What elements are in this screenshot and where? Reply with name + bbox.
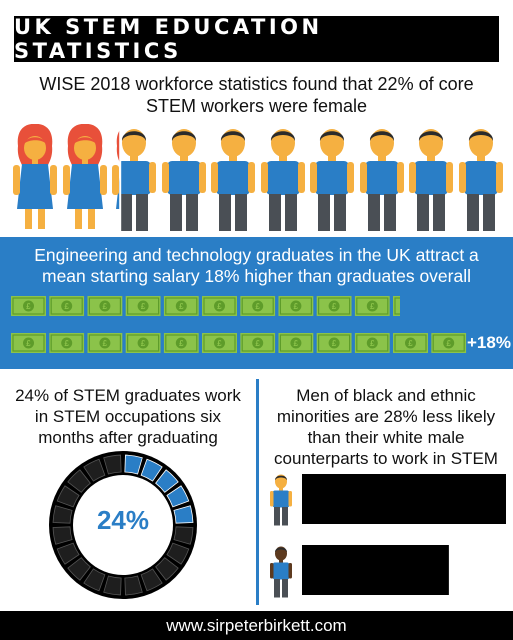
black-male-icon xyxy=(270,546,292,598)
banknote-rows: £ £ £ £ £ £ £ £ £ £ £ £ £ £ £ £ £ £ £ £ £ £ £ xyxy=(11,296,467,353)
banknote-icon: £ xyxy=(87,296,123,316)
split-worker-icon xyxy=(112,124,156,231)
male-worker-icon xyxy=(260,129,305,231)
banknote-icon: £ xyxy=(163,296,199,316)
white-male-bar xyxy=(302,474,506,524)
gender-fact-text: WISE 2018 workforce statistics found tha… xyxy=(39,74,474,116)
svg-text:£: £ xyxy=(332,339,337,348)
male-worker-icon xyxy=(211,129,255,231)
bame-male-bar xyxy=(302,545,449,595)
svg-text:£: £ xyxy=(370,339,375,348)
donut-segment-empty xyxy=(83,568,106,592)
donut-segment-empty xyxy=(67,469,91,493)
donut-segment-empty xyxy=(173,526,194,545)
female-worker-icon xyxy=(13,124,57,229)
svg-text:£: £ xyxy=(64,302,69,311)
column-divider xyxy=(256,379,259,605)
banknote-icon: £ xyxy=(354,333,390,353)
page-title: UK STEM EDUCATION STATISTICS xyxy=(14,15,323,63)
banknote-icon: £ xyxy=(354,296,390,316)
svg-text:£: £ xyxy=(294,339,299,348)
salary-difference-label: +18% xyxy=(467,333,511,352)
banknote-icon: £ xyxy=(431,333,467,353)
donut-segment-empty xyxy=(166,542,190,565)
banknote-icon: £ xyxy=(125,333,161,353)
donut-segment-empty xyxy=(56,542,80,565)
donut-segment-empty xyxy=(155,557,179,581)
banknote-icon: £ xyxy=(278,333,314,353)
banknote-icon: £ xyxy=(278,296,314,316)
male-worker-icon xyxy=(458,129,503,231)
banknote-icon: £ xyxy=(202,296,237,316)
svg-text:£: £ xyxy=(26,339,31,348)
salary-fact-text: Engineering and technology graduates in … xyxy=(34,245,479,286)
donut-segment-filled xyxy=(166,485,190,508)
banknote-icon: £ xyxy=(202,333,237,353)
banknote-icon: £ xyxy=(393,296,413,316)
svg-text:£: £ xyxy=(255,339,260,348)
ethnicity-fact-text: Men of black and ethnic minorities are 2… xyxy=(274,386,498,468)
footer-bar: www.sirpeterbirkett.com xyxy=(0,611,513,640)
male-worker-icon xyxy=(409,129,453,231)
banknote-icon: £ xyxy=(11,333,46,353)
donut-segment-filled xyxy=(155,469,179,493)
occupation-fact-text: 24% of STEM graduates work in STEM occup… xyxy=(15,386,241,447)
svg-text:£: £ xyxy=(370,302,375,311)
white-male-icon xyxy=(270,474,292,526)
svg-text:£: £ xyxy=(26,302,31,311)
donut-segment-empty xyxy=(83,458,106,482)
svg-text:£: £ xyxy=(179,339,184,348)
donut-segment-empty xyxy=(56,485,80,508)
donut-segment-filled xyxy=(124,454,143,475)
svg-text:£: £ xyxy=(294,302,299,311)
banknote-icon: £ xyxy=(49,296,85,316)
svg-text:£: £ xyxy=(255,302,260,311)
svg-text:£: £ xyxy=(103,302,108,311)
donut-segment-empty xyxy=(103,575,122,596)
svg-text:£: £ xyxy=(332,302,337,311)
svg-text:£: £ xyxy=(408,339,413,348)
banknote-icon: £ xyxy=(11,296,46,316)
donut-segment-empty xyxy=(67,557,91,581)
banknote-icon: £ xyxy=(240,333,276,353)
donut-segment-filled xyxy=(140,458,163,482)
male-worker-icon xyxy=(161,129,206,231)
donut-segment-empty xyxy=(140,568,163,592)
banknote-icon: £ xyxy=(87,333,123,353)
svg-text:£: £ xyxy=(408,302,413,311)
svg-text:£: £ xyxy=(141,339,146,348)
svg-text:£: £ xyxy=(141,302,146,311)
donut-segment-empty xyxy=(103,454,122,475)
occupation-donut-chart xyxy=(49,451,197,599)
svg-text:£: £ xyxy=(446,339,451,348)
svg-text:£: £ xyxy=(217,339,222,348)
svg-text:£: £ xyxy=(179,302,184,311)
donut-segment-filled xyxy=(173,505,194,524)
svg-text:£: £ xyxy=(64,339,69,348)
donut-center xyxy=(73,475,173,575)
banknote-icon: £ xyxy=(163,333,199,353)
donut-percent-label: 24% xyxy=(96,505,150,535)
title-banner: UK STEM EDUCATION STATISTICS xyxy=(14,15,499,63)
donut-segment-empty xyxy=(52,505,73,524)
banknote-icon: £ xyxy=(240,296,276,316)
banknote-icon: £ xyxy=(316,296,352,316)
banknote-icon: £ xyxy=(316,333,352,353)
donut-segment-empty xyxy=(124,575,143,596)
footer-url: www.sirpeterbirkett.com xyxy=(166,615,347,635)
banknote-icon: £ xyxy=(49,333,85,353)
worker-figures-row xyxy=(0,124,513,231)
svg-text:£: £ xyxy=(103,339,108,348)
banknote-icon: £ xyxy=(125,296,161,316)
salary-section: Engineering and technology graduates in … xyxy=(0,237,513,369)
male-worker-icon xyxy=(359,129,404,231)
svg-text:£: £ xyxy=(217,302,222,311)
banknote-icon: £ xyxy=(393,333,428,353)
donut-segment-empty xyxy=(52,526,73,545)
ethnicity-comparison-bars xyxy=(270,474,506,598)
male-worker-icon xyxy=(310,129,354,231)
female-worker-icon xyxy=(62,124,107,229)
